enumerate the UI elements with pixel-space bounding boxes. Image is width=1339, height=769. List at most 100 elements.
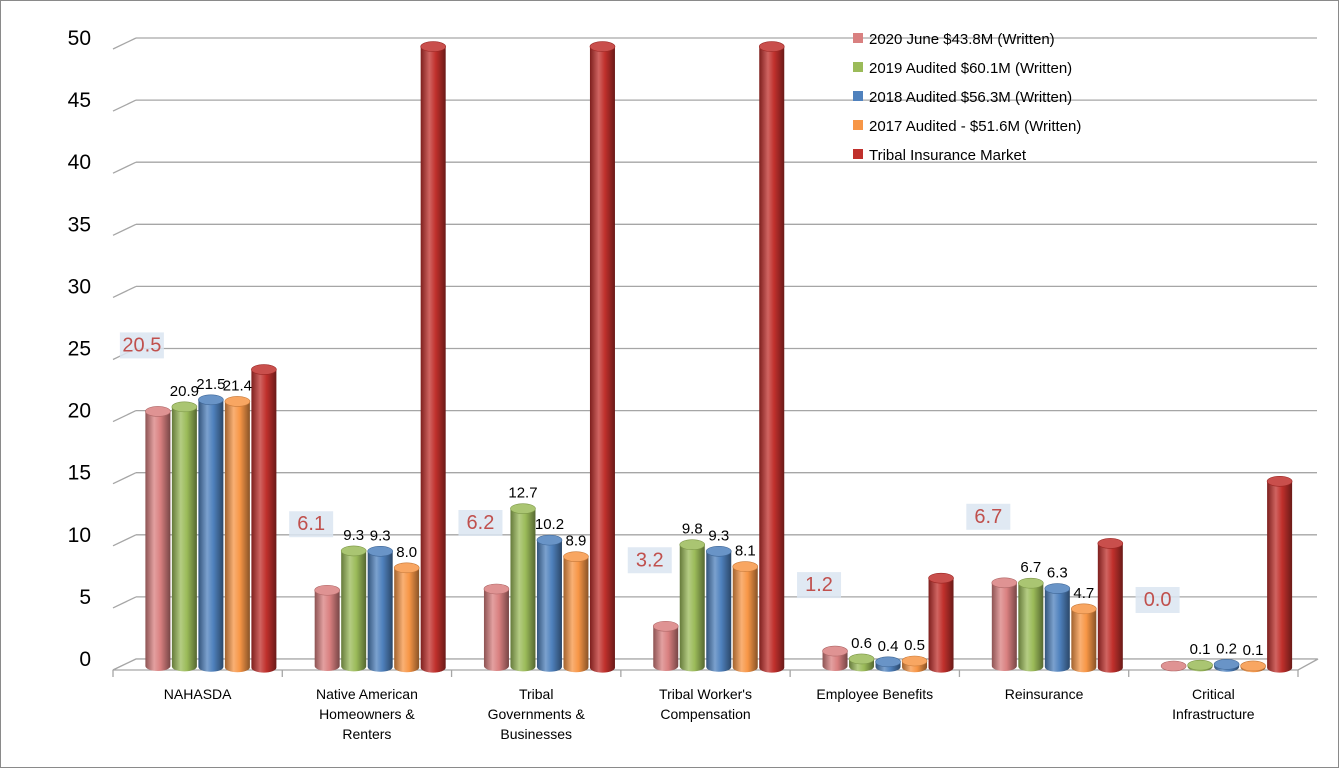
bar (758, 41, 785, 673)
data-label: 0.1 (1243, 642, 1264, 659)
gridline-depth (112, 99, 137, 112)
y-tick-label: 35 (68, 213, 91, 236)
bar (563, 551, 589, 673)
legend-swatch (853, 33, 863, 43)
data-label-highlight: 20.5 (122, 334, 161, 356)
gridline-depth (112, 410, 137, 423)
data-label-highlight: 3.2 (636, 549, 664, 571)
bar (145, 406, 171, 671)
data-label: 0.2 (1216, 640, 1237, 657)
highlight-label-bg (966, 503, 1011, 530)
category-label: Tribal Worker's Compensation (659, 686, 752, 722)
data-label: 0.4 (878, 638, 899, 655)
bar (901, 655, 928, 673)
legend-swatch (853, 62, 863, 72)
category-label: Critical Infrastructure (1172, 686, 1255, 722)
y-tick-label: 15 (68, 462, 91, 485)
legend-swatch (853, 91, 863, 101)
legend-entry: 2018 Audited $56.3M (Written) (869, 89, 1072, 106)
legend: 2020 June $43.8M (Written) 2019 Audited $… (853, 31, 1081, 164)
y-tick-label: 25 (68, 338, 91, 361)
data-label: 6.7 (1020, 559, 1041, 576)
y-tick-label: 5 (79, 586, 91, 609)
data-label: 9.8 (682, 521, 703, 538)
data-label: 0.6 (851, 635, 872, 652)
legend-entry: 2017 Audited - $51.6M (Written) (869, 118, 1081, 135)
bar (1213, 659, 1240, 672)
gridline-depth (112, 472, 137, 485)
bar (314, 584, 340, 671)
data-label: 4.7 (1073, 585, 1094, 602)
bar (1097, 538, 1124, 673)
gridline-depth (112, 223, 137, 236)
category-label: Reinsurance (1005, 686, 1084, 702)
data-label: 20.9 (170, 383, 199, 400)
gridline-depth (112, 596, 137, 609)
y-tick-label: 45 (68, 89, 91, 112)
data-label: 10.2 (535, 516, 564, 533)
bar (340, 545, 367, 672)
highlight-label-bg (627, 547, 672, 574)
data-label: 12.7 (508, 485, 537, 502)
bar (198, 394, 224, 672)
data-label: 9.3 (343, 527, 364, 544)
bar (928, 572, 954, 673)
data-label: 0.1 (1190, 641, 1211, 658)
bar (536, 534, 563, 672)
data-label: 9.3 (370, 527, 391, 544)
gridline-depth (112, 161, 137, 174)
bar (510, 503, 536, 672)
data-label-highlight: 6.2 (467, 512, 495, 534)
y-tick-label: 20 (68, 400, 91, 423)
y-tick-label: 30 (68, 275, 91, 298)
data-label: 8.1 (735, 543, 756, 560)
data-label: 6.3 (1047, 565, 1068, 582)
bar (420, 41, 446, 673)
gridline-depth (112, 534, 137, 547)
data-labels: 20.520.921.521.46.19.3 9.38.06.212.710.28… (119, 332, 1264, 659)
data-label-highlight: 6.7 (974, 506, 1002, 528)
bar (1187, 659, 1213, 672)
data-label: 21.5 (196, 376, 225, 393)
legend-swatch (853, 149, 863, 159)
highlight-label-bg (458, 509, 503, 536)
y-tick-label: 50 (68, 27, 91, 50)
data-label-highlight: 6.1 (297, 513, 325, 535)
bar (1266, 475, 1293, 673)
bar (1018, 577, 1044, 672)
bar (1071, 603, 1097, 673)
bar (822, 645, 848, 671)
category-label: NAHASDA (164, 686, 232, 702)
legend-swatch (853, 120, 863, 130)
legend-entry: 2019 Audited $60.1M (Written) (869, 60, 1072, 77)
data-label: 0.5 (904, 637, 925, 654)
gridline-depth (112, 37, 137, 50)
bar (483, 583, 510, 671)
bar (251, 364, 277, 673)
bar (875, 656, 901, 672)
y-tick-label: 0 (79, 648, 91, 671)
category-label: Tribal Governments & Businesses (488, 686, 586, 742)
bar (367, 545, 393, 672)
bar (732, 561, 759, 673)
legend-entry: Tribal Insurance Market (869, 147, 1027, 164)
bar (705, 545, 732, 672)
bar (393, 562, 420, 673)
bar (224, 396, 251, 673)
highlight-label-bg (119, 332, 164, 359)
bar (171, 401, 198, 672)
bar (1044, 583, 1071, 672)
data-label: 8.0 (396, 544, 417, 561)
bar (1160, 660, 1187, 672)
bars (145, 41, 1293, 673)
highlight-label-bg (289, 511, 334, 538)
y-tick-label: 10 (68, 524, 91, 547)
bar (679, 539, 706, 672)
data-label: 9.3 (708, 527, 729, 544)
highlight-label-bg (1135, 587, 1180, 613)
bar (991, 577, 1018, 671)
bar (1240, 660, 1266, 673)
bar (848, 653, 875, 672)
